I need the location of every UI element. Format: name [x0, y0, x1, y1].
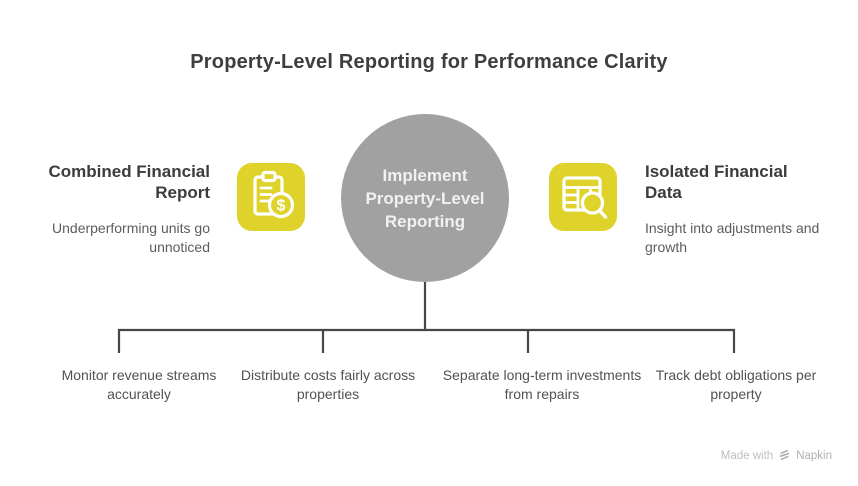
page-title: Property-Level Reporting for Performance… — [190, 51, 668, 73]
watermark-brand: Napkin — [796, 449, 832, 462]
branch-label-distribute-costs: Distribute costs fairly across propertie… — [240, 367, 416, 402]
combined-report-icon-card: $ — [237, 163, 305, 231]
table-magnifier-icon — [549, 161, 617, 234]
napkin-logo-icon — [778, 449, 791, 462]
watermark: Made with Napkin — [721, 449, 832, 462]
central-node: Implement Property-Level Reporting — [341, 114, 509, 282]
combined-report-description: Underperforming units go unnoticed — [52, 220, 210, 255]
isolated-data-text-block: Isolated Financial Data Insight into adj… — [645, 161, 823, 257]
central-node-label: Implement Property-Level Reporting — [365, 165, 485, 231]
branch-label-track-debt: Track debt obligations per property — [655, 367, 817, 402]
svg-text:$: $ — [277, 197, 286, 214]
branch-label-monitor-revenue: Monitor revenue streams accurately — [61, 367, 217, 402]
combined-report-heading: Combined Financial Report — [48, 162, 210, 202]
combined-report-text-block: Combined Financial Report Underperformin… — [20, 161, 210, 257]
isolated-data-heading: Isolated Financial Data — [645, 162, 788, 202]
clipboard-dollar-icon: $ — [237, 161, 305, 234]
watermark-prefix: Made with — [720, 449, 774, 462]
branch-label-separate-investments: Separate long-term investments from repa… — [442, 367, 642, 402]
isolated-data-description: Insight into adjustments and growth — [645, 220, 820, 255]
isolated-data-icon-card — [549, 163, 617, 231]
